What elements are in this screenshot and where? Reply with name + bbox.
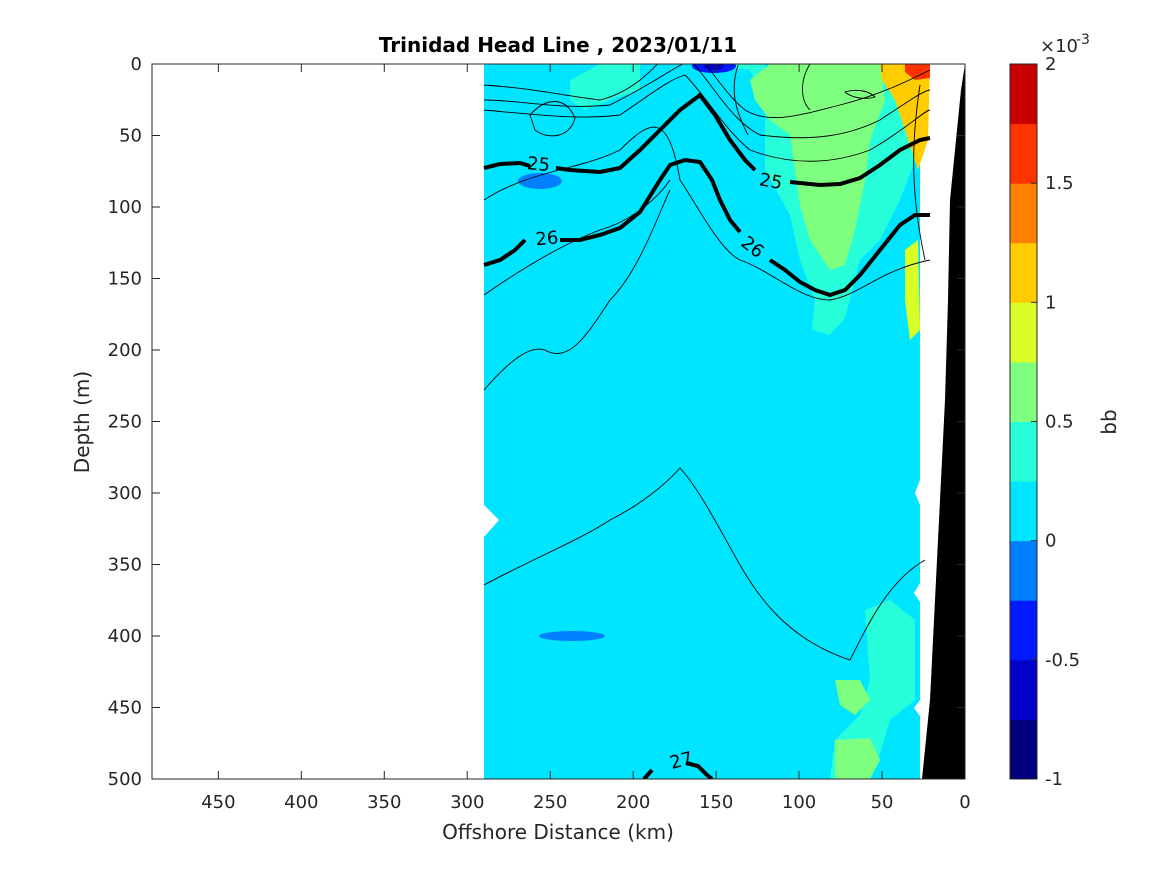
field-green-deep xyxy=(835,738,880,779)
y-tick-label: 100 xyxy=(108,197,142,218)
y-tick-label: 0 xyxy=(131,54,142,75)
plot-area: 450 400 350 300 250 200 150 100 50 0 050100150200… xyxy=(108,54,971,813)
x-tick-label: 450 xyxy=(201,792,235,813)
x-ticks xyxy=(217,64,966,779)
x-tick-label: 150 xyxy=(699,792,733,813)
colorbar-tick-labels: 2 1.5 1 0.5 0 -0.5 -1 xyxy=(1031,54,1080,790)
field-green-patch xyxy=(835,680,870,715)
y-tick-label: 350 xyxy=(108,555,142,576)
y-tick-label: 300 xyxy=(108,483,142,504)
y-axis-label: Depth (m) xyxy=(70,371,94,473)
field-layer xyxy=(483,64,965,779)
colorbar-segment xyxy=(1010,242,1037,303)
colorbar-tick-label: 0.5 xyxy=(1045,412,1074,433)
colorbar-segment xyxy=(1010,719,1037,780)
field-notch-right-2 xyxy=(914,583,925,602)
colorbar-segment xyxy=(1010,421,1037,482)
colorbar-segment xyxy=(1010,64,1037,125)
field-red-nearshore xyxy=(905,64,930,80)
y-tick-label: 400 xyxy=(108,626,142,647)
y-tick-labels: 0 50 100 150 200 250 300 350 400 450 500 xyxy=(108,54,142,790)
colorbar-exponent: -3 xyxy=(1076,32,1090,48)
field-turquoise-upper xyxy=(565,64,930,335)
thin-contours xyxy=(483,64,931,661)
seafloor xyxy=(922,64,965,779)
y-ticks xyxy=(152,63,965,780)
field-green-upper xyxy=(750,64,885,270)
y-tick-label: 200 xyxy=(108,340,142,361)
x-tick-label: 250 xyxy=(533,792,567,813)
colorbar-multiplier: ×10 xyxy=(1040,36,1078,57)
field-notch-right-1 xyxy=(915,480,932,505)
contour-label-25: 25 xyxy=(526,153,551,176)
colorbar-segment xyxy=(1010,123,1037,184)
y-tick-label: 500 xyxy=(108,769,142,790)
y-tick-label: 250 xyxy=(108,412,142,433)
x-tick-label: 300 xyxy=(450,792,484,813)
colorbar-tick-label: 1.5 xyxy=(1045,173,1074,194)
x-tick-label: 400 xyxy=(284,792,318,813)
field-negative-deep xyxy=(539,631,605,641)
colorbar: 2 1.5 1 0.5 0 -0.5 -1 ×10 -3 bb xyxy=(1009,32,1121,790)
colorbar-segment xyxy=(1010,302,1037,363)
field-notch-left xyxy=(484,505,499,537)
field-turquoise-lower xyxy=(830,600,915,779)
chart-title: Trinidad Head Line , 2023/01/11 xyxy=(379,33,737,57)
x-tick-label: 100 xyxy=(782,792,816,813)
x-tick-label: 50 xyxy=(871,792,894,813)
colorbar-segment xyxy=(1010,600,1037,661)
field-negative-upper xyxy=(518,173,562,189)
contour-26 xyxy=(483,157,930,298)
x-tick-label: 0 xyxy=(959,792,970,813)
colorbar-segments xyxy=(1010,64,1037,780)
colorbar-tick-label: 0 xyxy=(1045,531,1056,552)
colorbar-tick-label: 2 xyxy=(1045,54,1056,75)
colorbar-tick-label: -0.5 xyxy=(1045,650,1080,671)
colorbar-label: bb xyxy=(1097,409,1121,434)
colorbar-segment xyxy=(1010,361,1037,422)
contour-label-25: 25 xyxy=(758,169,784,194)
x-tick-labels: 450 400 350 300 250 200 150 100 50 0 xyxy=(201,792,971,813)
field-green-nearshore xyxy=(905,240,920,340)
colorbar-segment xyxy=(1010,481,1037,542)
field-orange-nearshore xyxy=(880,64,930,170)
contour-27 xyxy=(642,761,714,779)
x-tick-label: 200 xyxy=(616,792,650,813)
x-axis-label: Offshore Distance (km) xyxy=(442,820,674,844)
colorbar-segment xyxy=(1010,659,1037,720)
y-tick-label: 50 xyxy=(119,126,142,147)
colorbar-segment xyxy=(1010,540,1037,601)
colorbar-tick-label: -1 xyxy=(1045,769,1063,790)
colorbar-segment xyxy=(1010,183,1037,244)
contour-label-26: 26 xyxy=(535,227,560,250)
y-tick-label: 450 xyxy=(108,698,142,719)
y-tick-label: 150 xyxy=(108,269,142,290)
x-tick-label: 350 xyxy=(367,792,401,813)
contour-25 xyxy=(483,92,931,188)
colorbar-tick-label: 1 xyxy=(1045,292,1056,313)
field-notch-right-3 xyxy=(914,700,925,716)
